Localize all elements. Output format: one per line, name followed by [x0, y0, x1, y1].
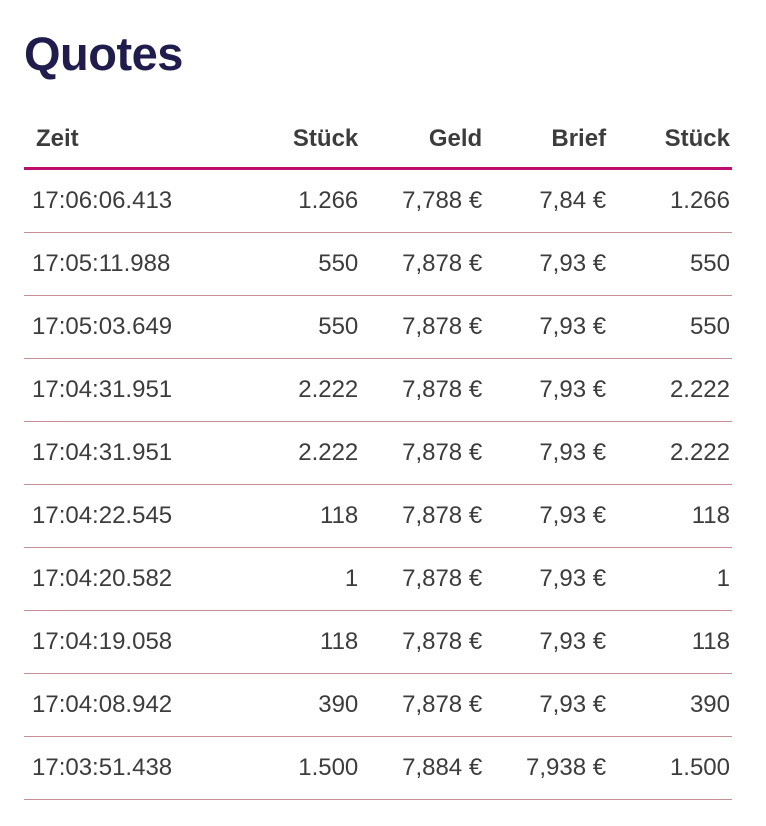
cell-brief: 7,93 € [484, 484, 609, 548]
cell-stueck-brief: 1.266 [608, 168, 732, 233]
cell-geld: 7,878 € [360, 232, 485, 296]
column-header-geld: Geld [360, 115, 485, 170]
table-row: 17:05:11.988 550 7,878 €7,93 €550 [24, 232, 732, 296]
table-row: 17:04:31.951 2.222 7,878 €7,93 €2.222 [24, 358, 732, 422]
table-row: 17:04:31.951 2.222 7,878 €7,93 €2.222 [24, 421, 732, 485]
quotes-table-header: Zeit Stück Geld Brief Stück [24, 115, 732, 170]
cell-zeit: 17:05:11.988 [24, 232, 237, 296]
table-row: 17:06:06.413 1.266 7,788 €7,84 €1.266 [24, 168, 732, 233]
cell-stueck-geld: 1 [236, 547, 361, 611]
table-row: 17:04:19.058 118 7,878 €7,93 €118 [24, 610, 732, 674]
cell-stueck-brief: 550 [608, 295, 732, 359]
cell-brief: 7,93 € [484, 547, 609, 611]
cell-stueck-geld: 550 [236, 232, 361, 296]
cell-stueck-brief: 1 [608, 547, 732, 611]
table-row: 17:03:51.438 1.500 7,884 €7,938 €1.500 [24, 736, 732, 800]
cell-stueck-brief: 2.222 [608, 358, 732, 422]
cell-zeit: 17:06:06.413 [24, 168, 237, 233]
quotes-table: Zeit Stück Geld Brief Stück 17:06:06.413… [24, 115, 732, 800]
cell-stueck-geld: 390 [236, 673, 361, 737]
cell-brief: 7,93 € [484, 673, 609, 737]
cell-zeit: 17:04:08.942 [24, 673, 237, 737]
cell-stueck-geld: 1.266 [236, 168, 361, 233]
cell-geld: 7,878 € [360, 484, 485, 548]
cell-zeit: 17:04:31.951 [24, 358, 237, 422]
cell-stueck-brief: 390 [608, 673, 732, 737]
cell-zeit: 17:03:51.438 [24, 736, 237, 800]
table-row: 17:04:20.582 1 7,878 €7,93 €1 [24, 547, 732, 611]
cell-stueck-geld: 1.500 [236, 736, 361, 800]
cell-geld: 7,878 € [360, 295, 485, 359]
quotes-table-body: 17:06:06.413 1.266 7,788 €7,84 €1.266 17:05… [24, 168, 732, 800]
cell-geld: 7,878 € [360, 358, 485, 422]
column-header-stueck-brief: Stück [608, 115, 732, 170]
cell-brief: 7,938 € [484, 736, 609, 800]
cell-zeit: 17:04:31.951 [24, 421, 237, 485]
cell-stueck-brief: 550 [608, 232, 732, 296]
cell-stueck-brief: 1.500 [608, 736, 732, 800]
cell-brief: 7,93 € [484, 358, 609, 422]
cell-geld: 7,878 € [360, 673, 485, 737]
cell-brief: 7,93 € [484, 295, 609, 359]
page-title: Quotes [24, 27, 183, 80]
header-row: Zeit Stück Geld Brief Stück [24, 115, 732, 170]
cell-zeit: 17:04:19.058 [24, 610, 237, 674]
cell-brief: 7,93 € [484, 232, 609, 296]
table-row: 17:04:08.942 390 7,878 €7,93 €390 [24, 673, 732, 737]
cell-stueck-geld: 2.222 [236, 358, 361, 422]
cell-geld: 7,884 € [360, 736, 485, 800]
cell-geld: 7,878 € [360, 610, 485, 674]
cell-zeit: 17:04:20.582 [24, 547, 237, 611]
cell-geld: 7,788 € [360, 168, 485, 233]
cell-zeit: 17:04:22.545 [24, 484, 237, 548]
column-header-stueck-geld: Stück [236, 115, 361, 170]
cell-brief: 7,93 € [484, 610, 609, 674]
cell-stueck-brief: 2.222 [608, 421, 732, 485]
cell-geld: 7,878 € [360, 421, 485, 485]
cell-geld: 7,878 € [360, 547, 485, 611]
table-row: 17:05:03.649 550 7,878 €7,93 €550 [24, 295, 732, 359]
cell-stueck-brief: 118 [608, 484, 732, 548]
column-header-brief: Brief [484, 115, 609, 170]
cell-stueck-geld: 118 [236, 484, 361, 548]
column-header-zeit: Zeit [24, 115, 237, 170]
cell-stueck-geld: 550 [236, 295, 361, 359]
cell-zeit: 17:05:03.649 [24, 295, 237, 359]
cell-stueck-brief: 118 [608, 610, 732, 674]
cell-stueck-geld: 2.222 [236, 421, 361, 485]
cell-stueck-geld: 118 [236, 610, 361, 674]
cell-brief: 7,93 € [484, 421, 609, 485]
table-row: 17:04:22.545 118 7,878 €7,93 €118 [24, 484, 732, 548]
cell-brief: 7,84 € [484, 168, 609, 233]
